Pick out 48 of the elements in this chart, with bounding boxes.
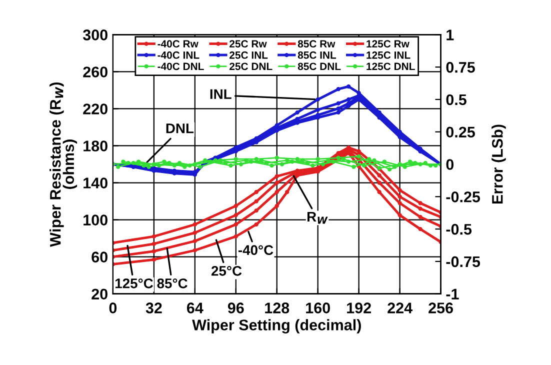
x-tick-label: 128 — [265, 302, 290, 314]
y2-tick-label: 0.75 — [446, 62, 475, 73]
y2-tick-label: -0.75 — [446, 256, 480, 268]
legend-label: 125C INL — [366, 51, 410, 59]
legend-label: 25C DNL — [230, 62, 272, 70]
annotation: INL — [210, 89, 232, 99]
legend-label: 85C DNL — [298, 62, 341, 70]
y2-tick-label: 0.25 — [446, 126, 475, 138]
annotation: R$_{W}$ — [307, 212, 328, 224]
annotation: -40°C — [238, 245, 274, 255]
y-tick-label: 60 — [92, 252, 108, 262]
x-tick-label: 256 — [428, 302, 453, 314]
annotation: 125°C — [115, 278, 153, 288]
y-tick-label: 20 — [92, 288, 108, 300]
y2-tick-label: 1 — [446, 30, 454, 40]
y-tick-label: 300 — [82, 30, 108, 40]
legend-label: 125C Rw — [366, 40, 410, 48]
y-tick-label: 140 — [84, 178, 108, 188]
legend-label: 85C Rw — [298, 40, 336, 48]
annotation: 85°C — [157, 278, 188, 288]
legend-label: -40C INL — [158, 51, 200, 59]
x-tick-label: 160 — [306, 302, 330, 314]
legend-label: 125C DNL — [366, 62, 415, 70]
y-tick-label: 220 — [83, 104, 108, 114]
y2-tick-label: 0.5 — [446, 94, 466, 106]
x-tick-label: 32 — [146, 302, 162, 314]
x-tick-label: 64 — [186, 302, 204, 314]
x-tick-label: 0 — [109, 302, 117, 314]
y-tick-label: 100 — [84, 214, 108, 226]
y2-tick-label: 0 — [446, 159, 454, 170]
legend-label: 25C INL — [230, 51, 268, 59]
y2-tick-label: -0.5 — [446, 224, 472, 235]
annotation: DNL — [166, 124, 194, 134]
y2-axis-title: Error (LSb) — [492, 124, 506, 204]
x-axis-title: Wiper Setting (decimal) — [192, 319, 361, 334]
y-tick-label: 180 — [84, 140, 108, 152]
x-tick-label: 192 — [347, 302, 371, 314]
y2-tick-label: -1 — [446, 288, 459, 300]
legend-label: -40C Rw — [158, 40, 198, 48]
x-tick-label: 96 — [228, 302, 244, 314]
x-tick-label: 224 — [388, 302, 412, 314]
y-tick-label: 260 — [83, 66, 108, 78]
legend-label: -40C DNL — [158, 62, 204, 70]
legend-label: 85C INL — [298, 51, 336, 59]
legend-label: 25C Rw — [230, 40, 267, 48]
y2-tick-label: -0.25 — [446, 192, 480, 202]
text: Wiper Resistance (R$_{W}$) (ohms) — [50, 82, 78, 247]
annotation: 25°C — [211, 266, 242, 276]
